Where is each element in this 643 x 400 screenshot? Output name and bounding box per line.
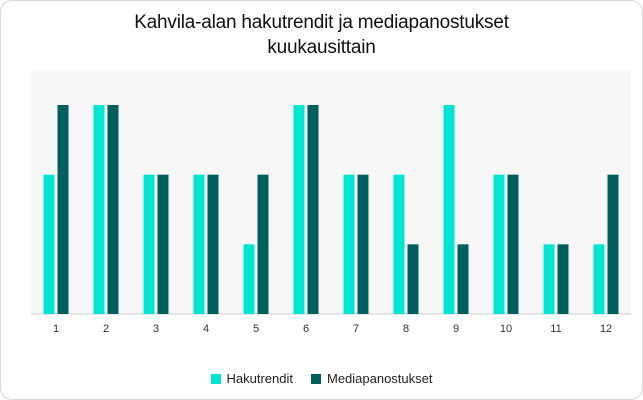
- legend-swatch-hakutrendit: [210, 373, 221, 384]
- x-tick-label-5: 5: [253, 323, 259, 335]
- bar-hakutrendit-7: [343, 174, 355, 314]
- bar-mediapanostukset-12: [607, 174, 619, 314]
- bar-mediapanostukset-10: [507, 174, 519, 314]
- bar-hakutrendit-6: [293, 105, 305, 314]
- x-tick-label-6: 6: [303, 323, 309, 335]
- bar-mediapanostukset-8: [407, 244, 419, 314]
- bar-mediapanostukset-11: [557, 244, 569, 314]
- bar-hakutrendit-10: [493, 174, 505, 314]
- x-tick-label-8: 8: [403, 323, 409, 335]
- bar-mediapanostukset-2: [107, 105, 119, 314]
- legend-label-mediapanostukset: Mediapanostukset: [326, 371, 433, 386]
- x-tick-labels: 1 2 3 4 5 6 7 8 9 10 11 12: [53, 323, 612, 335]
- legend-item-hakutrendit[interactable]: Hakutrendit: [210, 371, 293, 386]
- bar-hakutrendit-2: [93, 105, 105, 314]
- bar-mediapanostukset-6: [307, 105, 319, 314]
- bar-hakutrendit-8: [393, 174, 405, 314]
- x-tick-label-12: 12: [600, 323, 612, 335]
- bar-hakutrendit-5: [243, 244, 255, 314]
- x-tick-label-7: 7: [353, 323, 359, 335]
- bar-hakutrendit-1: [43, 174, 55, 314]
- bar-hakutrendit-11: [543, 244, 555, 314]
- chart-title-line-1: Kahvila-alan hakutrendit ja mediapanostu…: [134, 12, 509, 33]
- bar-hakutrendit-12: [593, 244, 605, 314]
- bar-mediapanostukset-7: [357, 174, 369, 314]
- x-tick-label-10: 10: [500, 323, 512, 335]
- chart-title: Kahvila-alan hakutrendit ja mediapanostu…: [0, 10, 643, 60]
- bar-hakutrendit-4: [193, 174, 205, 314]
- legend-item-mediapanostukset[interactable]: Mediapanostukset: [310, 371, 433, 386]
- bar-mediapanostukset-9: [457, 244, 469, 314]
- legend-swatch-mediapanostukset: [310, 373, 321, 384]
- bar-hakutrendit-3: [143, 174, 155, 314]
- x-tick-label-11: 11: [550, 323, 561, 335]
- x-tick-label-4: 4: [203, 323, 209, 335]
- legend-label-hakutrendit: Hakutrendit: [226, 371, 293, 386]
- bar-mediapanostukset-3: [157, 174, 169, 314]
- bar-mediapanostukset-1: [57, 105, 69, 314]
- legend: Hakutrendit Mediapanostukset: [0, 371, 643, 386]
- x-tick-label-3: 3: [153, 323, 159, 335]
- chart-title-line-2: kuukausittain: [267, 37, 376, 58]
- x-tick-label-2: 2: [103, 323, 109, 335]
- x-tick-label-1: 1: [53, 323, 59, 335]
- bar-mediapanostukset-5: [257, 174, 269, 314]
- bar-mediapanostukset-4: [207, 174, 219, 314]
- plot-area: [31, 70, 631, 314]
- bar-hakutrendit-9: [443, 105, 455, 314]
- x-tick-label-9: 9: [453, 323, 459, 335]
- bars-group: [43, 105, 619, 314]
